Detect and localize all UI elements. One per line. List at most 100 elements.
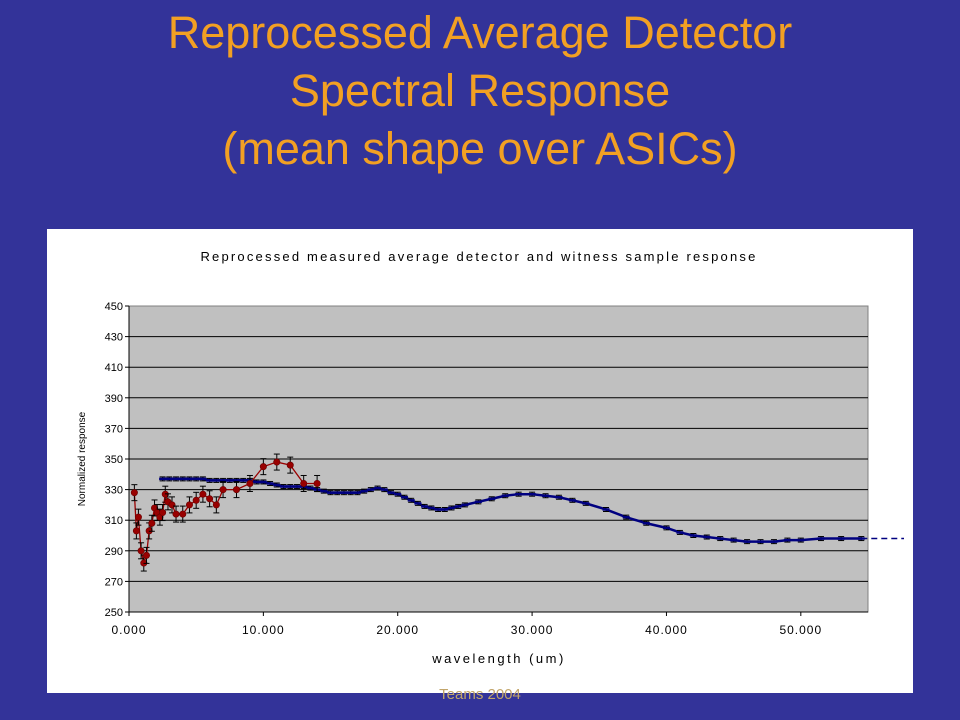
data-marker — [192, 496, 200, 504]
detector-point — [199, 476, 207, 482]
series-layer — [130, 453, 904, 572]
detector-point — [421, 503, 429, 509]
detector-point — [185, 476, 193, 482]
detector-point — [360, 488, 368, 494]
data-marker — [185, 501, 193, 509]
witness-point — [300, 474, 308, 492]
y-tick-label: 310 — [105, 515, 123, 527]
x-tick-label: 40.000 — [645, 623, 688, 637]
witness-point — [232, 481, 240, 499]
x-tick-label: 50.000 — [779, 623, 822, 637]
detector-point — [461, 502, 469, 508]
witness-point — [142, 546, 150, 564]
y-tick-label: 330 — [105, 485, 123, 497]
data-marker — [259, 463, 267, 471]
detector-point — [434, 506, 442, 512]
data-marker — [300, 479, 308, 487]
y-tick-label: 450 — [105, 301, 123, 313]
detector-point — [689, 533, 697, 538]
witness-point — [286, 456, 294, 474]
witness-point — [168, 496, 176, 514]
detector-point — [622, 514, 630, 520]
witness-point — [212, 496, 220, 514]
detector-point — [333, 490, 341, 496]
y-tick-label: 430 — [105, 332, 123, 344]
detector-point — [380, 487, 388, 493]
detector-point — [757, 539, 765, 545]
data-marker — [179, 510, 187, 518]
spectral-response-chart: Reprocessed measured average detector an… — [77, 249, 904, 666]
detector-point — [320, 488, 328, 494]
witness-point — [313, 474, 321, 492]
detector-point — [165, 476, 173, 482]
x-axis: 0.000 10.000 20.000 30.000 40.000 50.000 — [111, 611, 868, 637]
detector-point — [474, 499, 482, 505]
witness-point — [273, 453, 281, 471]
detector-point — [783, 537, 791, 543]
detector-point — [501, 493, 509, 499]
witness-point — [172, 505, 180, 523]
detector-point — [447, 505, 455, 511]
detector-point — [280, 484, 288, 490]
detector-point — [340, 490, 348, 496]
y-axis-label: Normalized response — [77, 411, 88, 506]
detector-point — [743, 539, 751, 545]
detector-point — [353, 490, 361, 496]
detector-point — [212, 477, 220, 483]
detector-point — [488, 496, 496, 502]
detector-point — [515, 491, 523, 497]
detector-point — [857, 536, 865, 542]
detector-point — [427, 505, 435, 511]
witness-point — [206, 490, 214, 508]
slide-title-line-3: (mean shape over ASICs) — [222, 123, 738, 174]
data-marker — [313, 479, 321, 487]
detector-point — [797, 537, 805, 543]
slide-title-line-2: Spectral Response — [289, 65, 671, 116]
slide-title-line-1: Reprocessed Average Detector — [167, 7, 793, 58]
x-axis-label: wavelength (um) — [431, 651, 566, 666]
data-marker — [206, 495, 214, 503]
detector-point — [226, 477, 234, 483]
data-marker — [137, 547, 145, 555]
detector-point — [454, 503, 462, 509]
detector-point — [374, 485, 382, 491]
x-tick-label: 10.000 — [242, 623, 285, 637]
y-tick-label: 270 — [105, 576, 123, 588]
y-axis: 250 270 290 310 330 350 370 390 410 430 450 — [105, 301, 130, 619]
detector-point — [703, 534, 711, 540]
detector-point — [837, 536, 845, 542]
witness-point — [137, 542, 145, 560]
detector-point — [770, 539, 778, 545]
data-marker — [199, 490, 207, 498]
detector-point — [239, 477, 247, 483]
detector-point — [555, 494, 563, 500]
detector-point — [387, 490, 395, 496]
detector-point — [273, 482, 281, 488]
detector-point — [582, 500, 590, 506]
data-marker — [168, 501, 176, 509]
detector-point — [367, 487, 375, 493]
chart-panel: Reprocessed measured average detector an… — [47, 229, 913, 693]
detector-point — [676, 529, 684, 535]
witness-point — [130, 484, 138, 502]
chart-title: Reprocessed measured average detector an… — [200, 249, 757, 264]
grid-lines — [129, 336, 868, 582]
witness-point — [259, 458, 267, 476]
detector-point — [602, 506, 610, 512]
data-marker — [232, 486, 240, 494]
detector-point — [441, 506, 449, 512]
detector-point — [347, 490, 355, 496]
witness-point — [134, 508, 142, 526]
detector-point — [159, 476, 167, 482]
slide-title: Reprocessed Average Detector Spectral Re… — [0, 4, 960, 178]
witness-point — [192, 491, 200, 509]
witness-point — [179, 505, 187, 523]
data-marker — [172, 510, 180, 518]
data-marker — [246, 479, 254, 487]
y-tick-label: 390 — [105, 393, 123, 405]
detector-point — [266, 480, 274, 486]
detector-point — [232, 477, 240, 483]
x-tick-label: 20.000 — [376, 623, 419, 637]
detector-point — [400, 494, 408, 500]
detector-point — [542, 493, 550, 499]
